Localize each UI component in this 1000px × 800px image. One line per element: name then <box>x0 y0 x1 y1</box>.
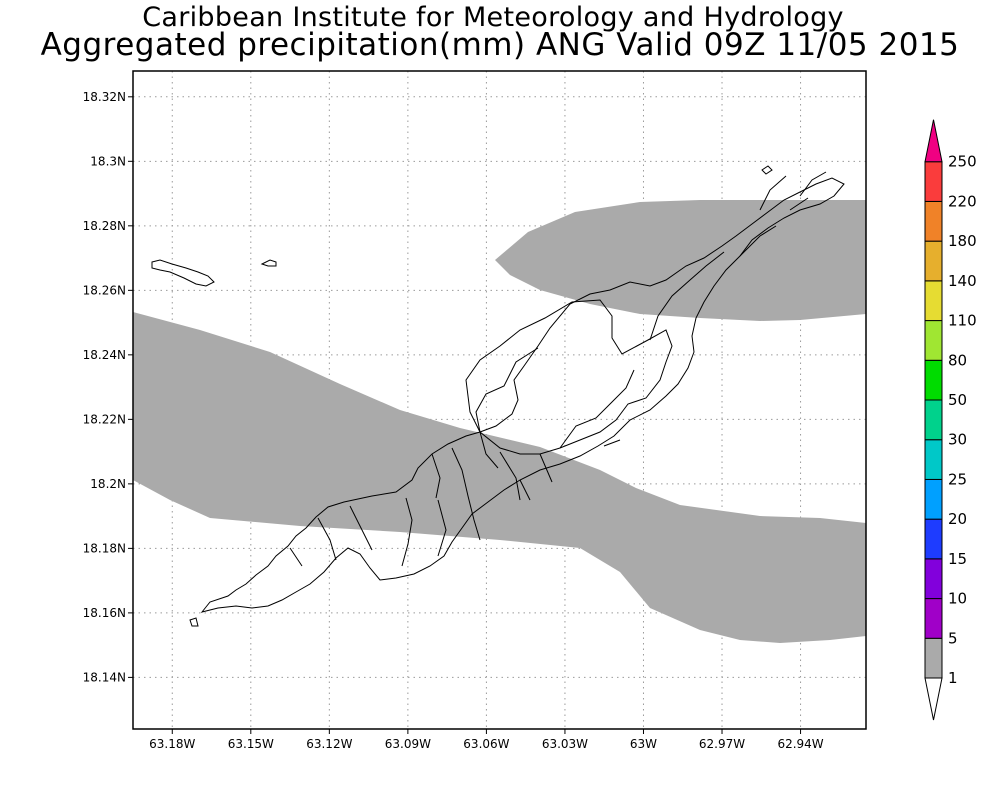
plot-frame <box>132 70 867 730</box>
colorbar-label: 140 <box>948 272 977 290</box>
colorbar-bin <box>924 359 943 401</box>
lon-tick-label: 62.94W <box>777 737 823 751</box>
precip-band-south <box>133 312 866 643</box>
lat-tick-label: 18.26N <box>83 283 126 297</box>
anguilla-main-island <box>200 177 845 613</box>
lon-tick-label: 63.03W <box>542 737 588 751</box>
scrub-island <box>761 165 773 175</box>
dog-island <box>151 259 215 287</box>
lon-tick-label: 63.12W <box>306 737 352 751</box>
colorbar-label: 1 <box>948 669 958 687</box>
colorbar-bin <box>924 598 943 639</box>
colorbar-label: 110 <box>948 312 977 330</box>
anguilla-coastline <box>151 165 845 627</box>
lon-tick-label: 63W <box>630 737 657 751</box>
colorbar-bin <box>924 280 943 322</box>
colorbar-bin <box>924 200 943 242</box>
lat-tick-label: 18.28N <box>83 219 126 233</box>
lat-tick-label: 18.24N <box>83 348 126 362</box>
lat-tick-label: 18.16N <box>83 606 126 620</box>
lat-tick-label: 18.3N <box>90 154 126 168</box>
colorbar-bin <box>924 161 943 202</box>
lon-tick-label: 63.09W <box>385 737 431 751</box>
colorbar-label: 20 <box>948 510 967 528</box>
precip-band-north <box>495 200 866 321</box>
lon-tick-label: 63.15W <box>228 737 274 751</box>
colorbar-label: 25 <box>948 470 967 488</box>
colorbar-bin <box>924 240 943 282</box>
product-title: Aggregated precipitation(mm) ANG Valid 0… <box>40 27 960 63</box>
colorbar-label: 220 <box>948 192 977 210</box>
lat-tick-label: 18.2N <box>90 477 126 491</box>
colorbar-min-arrow <box>924 677 943 721</box>
colorbar-bin <box>924 637 943 679</box>
colorbar-bin <box>924 320 943 361</box>
colorbar-bin <box>924 399 943 441</box>
island-internal-road-2 <box>475 197 809 449</box>
island-internal-road-1 <box>289 447 553 567</box>
colorbar-label: 80 <box>948 351 967 369</box>
island-inner-outline <box>465 299 673 455</box>
colorbar-bin <box>924 478 943 520</box>
precipitation-shading <box>133 200 866 643</box>
colorbar-label: 250 <box>948 153 977 171</box>
colorbar-label: 50 <box>948 391 967 409</box>
lat-tick-label: 18.32N <box>83 90 126 104</box>
organization-title: Caribbean Institute for Meteorology and … <box>142 2 844 33</box>
colorbar-label: 10 <box>948 590 967 608</box>
colorbar-label: 30 <box>948 431 967 449</box>
colorbar-bin <box>924 558 943 600</box>
colorbar-bin <box>924 518 943 560</box>
lat-tick-label: 18.22N <box>83 412 126 426</box>
lon-tick-label: 63.18W <box>149 737 195 751</box>
longitude-labels: 63.18W 63.15W 63.12W 63.09W 63.06W 63.03W 63W 6… <box>149 729 824 751</box>
colorbar-max-arrow <box>924 119 943 163</box>
lon-tick-label: 63.06W <box>463 737 509 751</box>
latitude-labels: 18.32N 18.3N 18.28N 18.26N 18.24N 18.22N 18.2N… <box>83 90 133 684</box>
colorbar-label: 5 <box>948 629 958 647</box>
lat-tick-label: 18.14N <box>83 670 126 684</box>
island-internal-road-3 <box>431 171 827 501</box>
colorbar-label: 15 <box>948 550 967 568</box>
small-islet-2 <box>189 617 199 627</box>
colorbar-label: 180 <box>948 232 977 250</box>
lon-tick-label: 62.97W <box>699 737 745 751</box>
lat-tick-label: 18.18N <box>83 541 126 555</box>
small-islet-1 <box>260 259 277 267</box>
colorbar-bin <box>924 439 943 480</box>
